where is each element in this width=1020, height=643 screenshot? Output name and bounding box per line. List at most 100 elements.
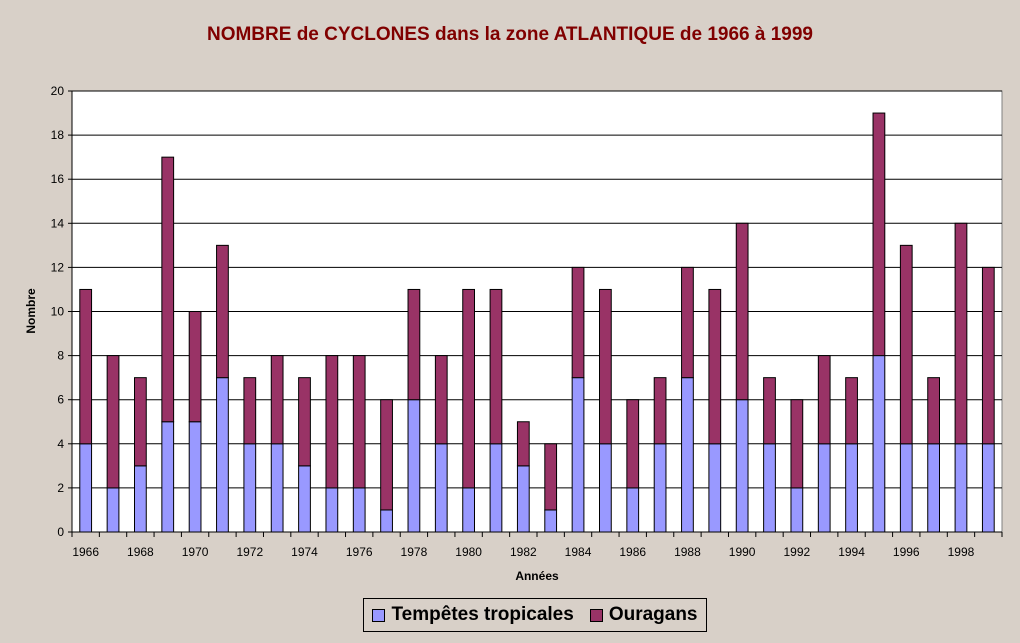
y-tick-label: 14	[51, 216, 65, 230]
legend-swatch-tropical-storms	[372, 608, 386, 622]
bar-hurricanes-1988	[681, 266, 694, 379]
bar-hurricanes-1971	[216, 244, 229, 379]
bar-tropical-storms-1979	[434, 443, 448, 533]
bar-tropical-storms-1971	[216, 377, 229, 533]
bar-tropical-storms-1985	[599, 443, 612, 533]
bar-tropical-storms-1980	[462, 487, 475, 533]
bar-hurricanes-1980	[462, 288, 475, 489]
bar-tropical-storms-1981	[489, 443, 503, 533]
bar-hurricanes-1974	[298, 377, 311, 467]
bar-tropical-storms-1993	[817, 443, 831, 533]
bar-tropical-storms-1988	[681, 377, 694, 533]
bar-hurricanes-1994	[845, 377, 858, 445]
x-tick-label: 1966	[72, 545, 99, 559]
x-tick-label: 1978	[401, 545, 428, 559]
bar-hurricanes-1989	[708, 288, 722, 445]
bar-tropical-storms-1998	[954, 443, 968, 533]
bar-hurricanes-1990	[735, 222, 749, 401]
x-tick-label: 1984	[565, 545, 592, 559]
bar-hurricanes-1977	[380, 399, 393, 511]
chart-title: NOMBRE de CYCLONES dans la zone ATLANTIQ…	[206, 24, 814, 45]
x-tick-label: 1982	[510, 545, 537, 559]
x-tick-label: 1988	[674, 545, 701, 559]
bar-hurricanes-1969	[161, 156, 175, 423]
bar-hurricanes-1982	[516, 421, 530, 467]
bar-hurricanes-1978	[407, 288, 421, 401]
bar-tropical-storms-1989	[708, 443, 722, 533]
bar-tropical-storms-1978	[407, 399, 421, 533]
bar-hurricanes-1987	[653, 377, 667, 445]
legend: Tempêtes tropicales Ouragans	[363, 598, 707, 632]
bar-tropical-storms-1977	[380, 509, 393, 533]
x-tick-label: 1968	[127, 545, 154, 559]
legend-entry-hurricanes: Ouragans	[589, 604, 698, 626]
bar-tropical-storms-1991	[763, 443, 776, 533]
bar-hurricanes-1999	[981, 266, 995, 445]
bar-tropical-storms-1990	[735, 399, 749, 533]
bar-tropical-storms-1973	[270, 443, 284, 533]
bars	[79, 112, 995, 533]
y-tick-label: 0	[57, 525, 64, 539]
bar-tropical-storms-1976	[352, 487, 366, 533]
axes: 0 2 4 6 8 10 12 14 16 18 20 1966 1968 1970 1972 1974 197…	[51, 84, 1003, 559]
bar-hurricanes-1972	[243, 377, 257, 445]
legend-label-tropical-storms: Tempêtes tropicales	[391, 604, 574, 625]
legend-label-hurricanes: Ouragans	[608, 604, 698, 625]
bar-hurricanes-1984	[571, 266, 585, 379]
bar-tropical-storms-1968	[134, 465, 147, 533]
bar-hurricanes-1967	[106, 355, 120, 489]
bar-hurricanes-1995	[872, 112, 886, 357]
bar-hurricanes-1993	[817, 355, 831, 445]
legend-entry-tropical-storms: Tempêtes tropicales	[372, 604, 574, 626]
y-tick-label: 2	[57, 481, 64, 495]
bar-hurricanes-1973	[270, 355, 284, 445]
x-tick-label: 1998	[948, 545, 975, 559]
bar-hurricanes-1998	[954, 222, 968, 445]
x-axis-title: Années	[515, 569, 559, 583]
legend-swatch-hurricanes	[589, 608, 603, 622]
bar-tropical-storms-1987	[653, 443, 667, 533]
bar-tropical-storms-1967	[106, 487, 120, 533]
bar-hurricanes-1976	[352, 355, 366, 489]
bar-tropical-storms-1975	[325, 487, 339, 533]
bar-tropical-storms-1974	[298, 465, 311, 533]
bar-hurricanes-1983	[544, 443, 558, 511]
bar-hurricanes-1968	[134, 377, 147, 467]
x-tick-label: 1992	[784, 545, 811, 559]
bar-tropical-storms-1984	[571, 377, 585, 533]
bar-hurricanes-1997	[927, 377, 940, 445]
bar-tropical-storms-1966	[79, 443, 93, 533]
bar-tropical-storms-1969	[161, 421, 175, 533]
bar-tropical-storms-1996	[899, 443, 913, 533]
bar-hurricanes-1975	[325, 355, 339, 489]
bar-tropical-storms-1995	[872, 355, 886, 533]
bar-tropical-storms-1986	[626, 487, 640, 533]
x-tick-label: 1986	[619, 545, 646, 559]
x-tick-label: 1976	[346, 545, 373, 559]
x-tick-label: 1990	[729, 545, 756, 559]
bar-tropical-storms-1992	[790, 487, 804, 533]
x-tick-label: 1972	[236, 545, 263, 559]
y-axis-title: Nombre	[24, 288, 38, 334]
bar-hurricanes-1981	[489, 288, 503, 445]
bar-tropical-storms-1983	[544, 509, 558, 533]
bar-tropical-storms-1982	[516, 465, 530, 533]
bar-tropical-storms-1972	[243, 443, 257, 533]
bar-tropical-storms-1999	[981, 443, 995, 533]
y-tick-label: 10	[51, 305, 65, 319]
bar-hurricanes-1985	[599, 288, 612, 445]
x-tick-label: 1974	[291, 545, 318, 559]
bar-hurricanes-1970	[188, 311, 202, 423]
bar-tropical-storms-1997	[927, 443, 940, 533]
bar-hurricanes-1979	[434, 355, 448, 445]
x-tick-label: 1970	[182, 545, 209, 559]
y-tick-label: 6	[57, 393, 64, 407]
x-tick-label: 1996	[893, 545, 920, 559]
bar-tropical-storms-1994	[845, 443, 858, 533]
y-tick-label: 8	[57, 349, 64, 363]
y-tick-label: 20	[51, 84, 65, 98]
bar-hurricanes-1986	[626, 399, 640, 489]
bar-hurricanes-1991	[763, 377, 776, 445]
y-tick-label: 16	[51, 172, 65, 186]
